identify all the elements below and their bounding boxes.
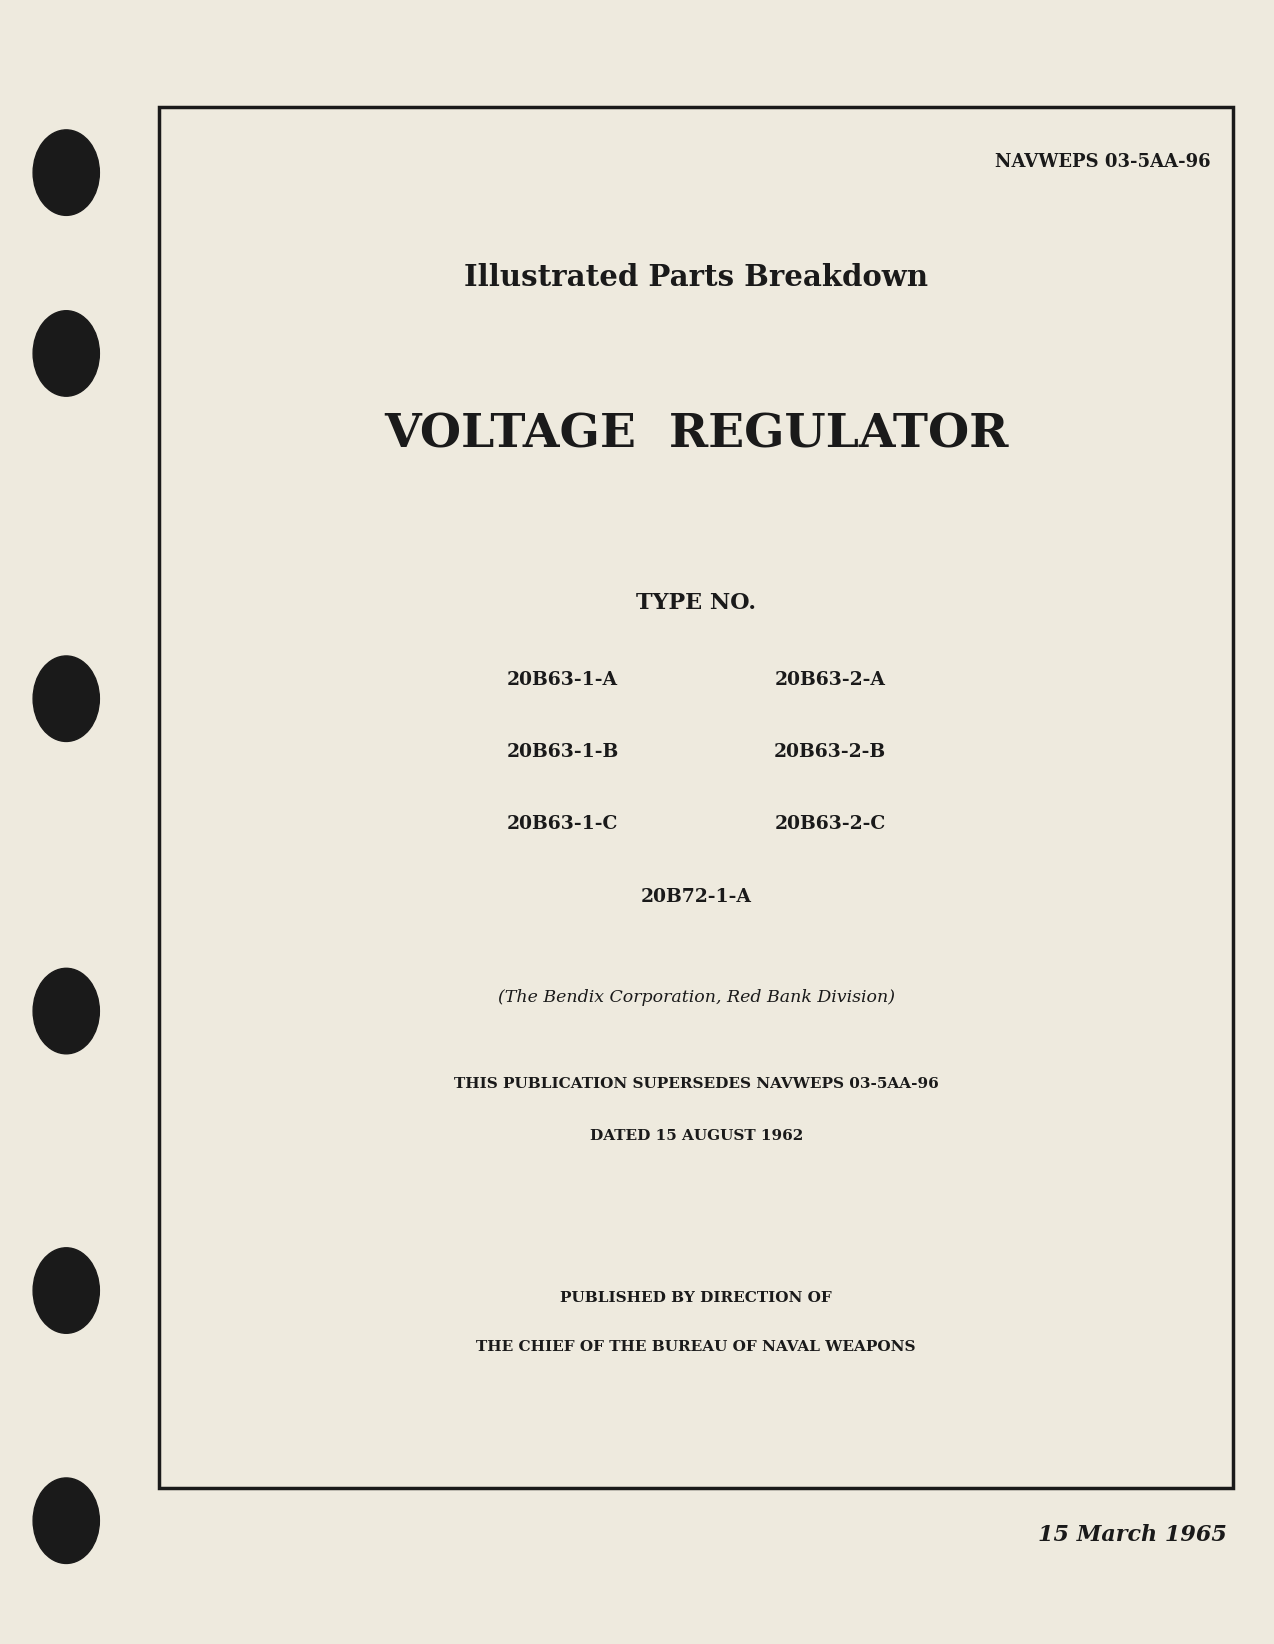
Circle shape	[33, 1248, 99, 1333]
Circle shape	[33, 130, 99, 215]
Text: 20B63-1-C: 20B63-1-C	[507, 815, 618, 834]
Text: DATED 15 AUGUST 1962: DATED 15 AUGUST 1962	[590, 1129, 803, 1144]
Text: 20B72-1-A: 20B72-1-A	[641, 888, 752, 906]
Text: 20B63-2-B: 20B63-2-B	[773, 743, 887, 761]
Bar	[159, 107, 1233, 1488]
Text: 15 March 1965: 15 March 1965	[1038, 1524, 1227, 1545]
Text: TYPE NO.: TYPE NO.	[636, 592, 757, 613]
Text: THE CHIEF OF THE BUREAU OF NAVAL WEAPONS: THE CHIEF OF THE BUREAU OF NAVAL WEAPONS	[476, 1340, 916, 1355]
Circle shape	[33, 311, 99, 396]
Text: 20B63-1-B: 20B63-1-B	[506, 743, 619, 761]
Circle shape	[33, 1478, 99, 1563]
Text: Illustrated Parts Breakdown: Illustrated Parts Breakdown	[464, 263, 929, 293]
Text: THIS PUBLICATION SUPERSEDES NAVWEPS 03-5AA-96: THIS PUBLICATION SUPERSEDES NAVWEPS 03-5…	[454, 1077, 939, 1092]
Circle shape	[33, 968, 99, 1054]
Circle shape	[33, 656, 99, 741]
Text: (The Bendix Corporation, Red Bank Division): (The Bendix Corporation, Red Bank Divisi…	[498, 990, 894, 1006]
Text: 20B63-2-A: 20B63-2-A	[775, 671, 885, 689]
Text: PUBLISHED BY DIRECTION OF: PUBLISHED BY DIRECTION OF	[561, 1291, 832, 1305]
Text: 20B63-2-C: 20B63-2-C	[775, 815, 885, 834]
Text: VOLTAGE  REGULATOR: VOLTAGE REGULATOR	[383, 411, 1009, 457]
Text: 20B63-1-A: 20B63-1-A	[507, 671, 618, 689]
Text: NAVWEPS 03-5AA-96: NAVWEPS 03-5AA-96	[995, 153, 1210, 171]
